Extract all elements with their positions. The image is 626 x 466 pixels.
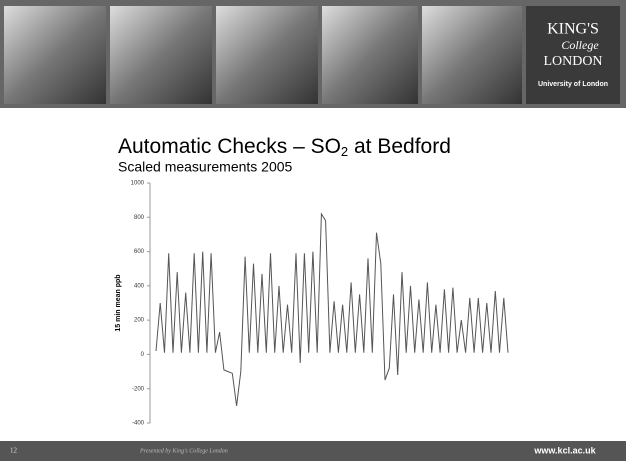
y-tick-label: -200 — [132, 386, 145, 392]
logo-text: LONDON — [543, 54, 602, 69]
url: www.kcl.ac.uk — [533, 445, 596, 455]
subtitle: Scaled measurements 2005 — [118, 159, 293, 175]
title-sub: 2 — [341, 144, 348, 159]
logo-text: University of London — [538, 81, 608, 88]
page-number: 12 — [10, 447, 18, 455]
y-tick-label: 800 — [134, 215, 145, 221]
photo — [322, 6, 418, 104]
title-part: Automatic Checks – SO — [118, 135, 341, 158]
presenter: Presented by King's College London — [139, 448, 228, 454]
photo — [4, 6, 106, 104]
y-tick-label: 600 — [134, 249, 145, 255]
y-tick-label: -400 — [132, 421, 145, 427]
y-tick-label: 200 — [134, 318, 145, 324]
data-line — [156, 214, 508, 406]
y-axis-label: 15 min mean ppb — [115, 274, 122, 331]
logo-text: College — [561, 38, 599, 52]
y-tick-label: 1000 — [131, 181, 145, 187]
page: {"header":{"logo":{"line1":"KING'S","lin… — [0, 0, 626, 461]
photo — [216, 6, 318, 104]
photo — [422, 6, 522, 104]
footer-band — [0, 441, 626, 461]
photo — [110, 6, 212, 104]
slide-title: Automatic Checks – SO2 at Bedford — [118, 135, 451, 160]
y-tick-label: 0 — [141, 352, 145, 358]
y-tick-label: 400 — [134, 283, 145, 289]
logo-text: KING'S — [547, 21, 599, 38]
slide: KING'S College LONDON University of Lond… — [0, 0, 626, 461]
title-part: at Bedford — [348, 135, 451, 158]
